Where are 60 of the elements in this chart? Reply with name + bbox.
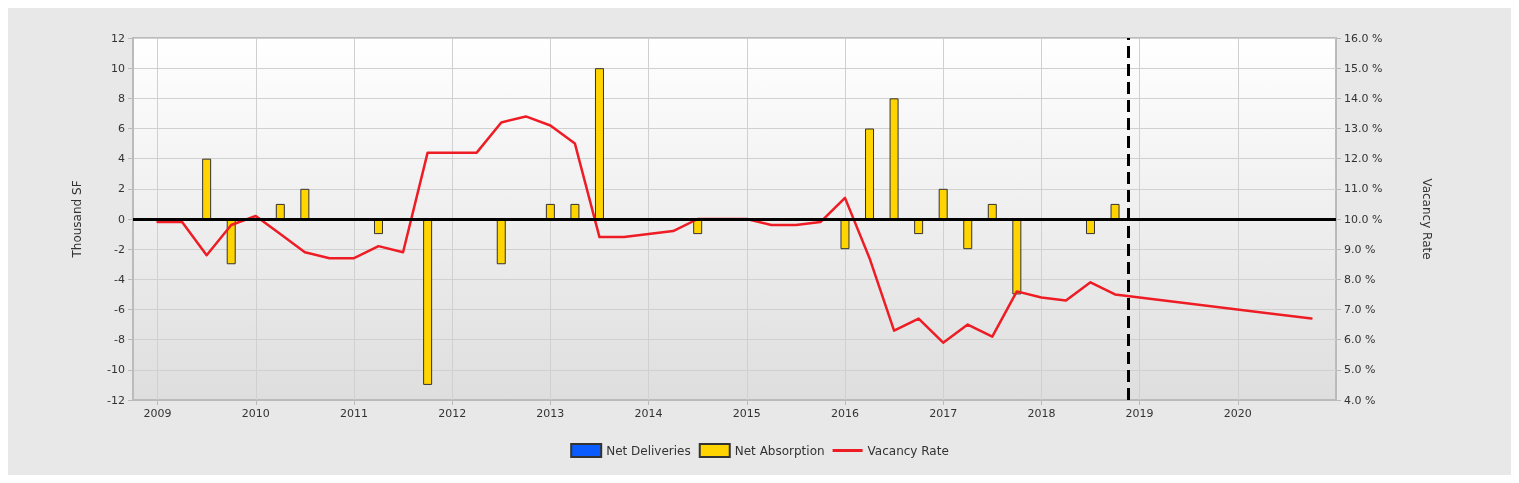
y-tick-label: -6 bbox=[114, 303, 125, 316]
bar bbox=[202, 158, 212, 219]
y2-tick-label: 15.0 % bbox=[1344, 61, 1383, 75]
y-axis-title: Thousand SF bbox=[70, 180, 84, 259]
x-tick-label: 2014 bbox=[634, 407, 663, 420]
legend-label: Net Deliveries bbox=[606, 443, 691, 458]
y2-tick-label: 5.0 % bbox=[1344, 363, 1376, 377]
y2-axis-title: Vacancy Rate bbox=[1420, 178, 1434, 260]
bar bbox=[889, 98, 899, 219]
legend-label: Net Absorption bbox=[734, 443, 825, 458]
y2-tick-label: 13.0 % bbox=[1344, 122, 1383, 135]
y2-tick-label: 10.0 % bbox=[1344, 212, 1383, 226]
y-tick-label: -10 bbox=[107, 363, 125, 377]
x-tick-label: 2018 bbox=[1027, 407, 1056, 420]
bar bbox=[963, 219, 973, 250]
bar bbox=[545, 203, 555, 219]
x-tick-label: 2009 bbox=[143, 407, 172, 420]
x-tick-label: 2019 bbox=[1125, 407, 1154, 420]
y-tick-label: 10 bbox=[111, 61, 125, 75]
y-tick-label: 8 bbox=[118, 91, 125, 105]
y-tick-label: -8 bbox=[114, 333, 125, 347]
bar bbox=[570, 203, 580, 219]
x-tick-label: 2010 bbox=[241, 407, 270, 420]
bar bbox=[594, 68, 604, 219]
y2-tick-label: 8.0 % bbox=[1344, 272, 1376, 286]
y2-tick-label: 7.0 % bbox=[1344, 303, 1376, 316]
x-tick-label: 2015 bbox=[732, 407, 761, 420]
bar bbox=[865, 128, 875, 219]
y2-tick-label: 11.0 % bbox=[1344, 182, 1383, 196]
bar bbox=[300, 188, 310, 219]
x-tick-label: 2012 bbox=[438, 407, 467, 420]
bar bbox=[987, 203, 997, 219]
y-tick-label: -2 bbox=[114, 242, 125, 256]
y-tick-label: 0 bbox=[118, 212, 125, 226]
bar bbox=[275, 203, 285, 219]
x-tick-label: 2017 bbox=[929, 407, 958, 420]
bar bbox=[423, 219, 433, 385]
x-tick-label: 2020 bbox=[1223, 407, 1252, 420]
line-series bbox=[156, 115, 1313, 344]
y2-tick-label: 12.0 % bbox=[1344, 152, 1383, 166]
y2-tick-label: 16.0 % bbox=[1344, 31, 1383, 45]
y-tick-label: 4 bbox=[118, 152, 125, 166]
y-tick-label: -4 bbox=[114, 272, 125, 286]
y2-tick-label: 4.0 % bbox=[1344, 393, 1376, 407]
y2-tick-label: 6.0 % bbox=[1344, 333, 1376, 347]
x-tick-label: 2016 bbox=[830, 407, 859, 420]
y-tick-label: 2 bbox=[118, 182, 125, 196]
x-tick-label: 2011 bbox=[339, 407, 368, 420]
y-tick-label: -12 bbox=[107, 393, 125, 407]
bar bbox=[1012, 219, 1022, 295]
legend-label: Vacancy Rate bbox=[867, 443, 949, 458]
bar bbox=[1110, 203, 1120, 219]
bar bbox=[840, 219, 850, 250]
y-tick-label: 6 bbox=[118, 122, 125, 135]
bar bbox=[938, 188, 948, 219]
y2-tick-label: 14.0 % bbox=[1344, 91, 1383, 105]
x-tick-label: 2013 bbox=[536, 407, 565, 420]
y-tick-label: 12 bbox=[111, 31, 125, 45]
bar bbox=[496, 219, 506, 265]
y2-tick-label: 9.0 % bbox=[1344, 242, 1376, 256]
